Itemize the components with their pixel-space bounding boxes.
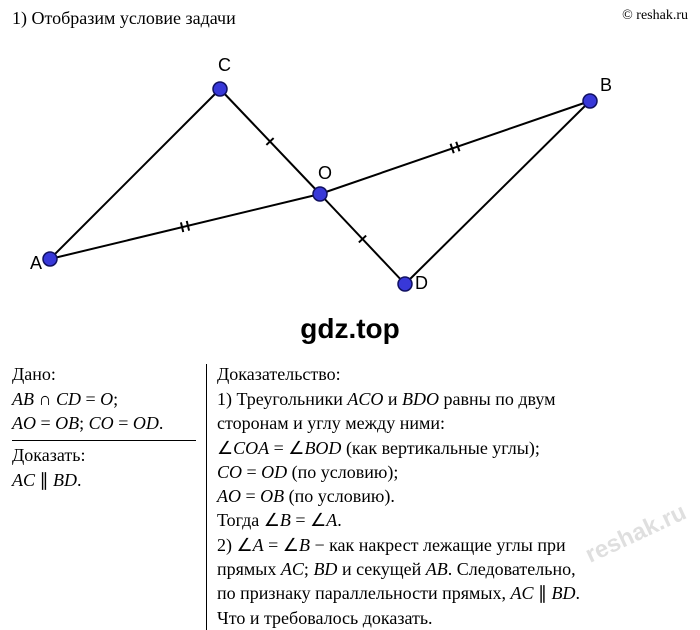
- proof-line: AO = OB (по условию).: [217, 484, 688, 508]
- svg-text:D: D: [415, 273, 428, 293]
- proof-line: прямых AC; BD и секущей AB. Следовательн…: [217, 557, 688, 581]
- proof-line: Что и требовалось доказать.: [217, 606, 688, 630]
- proof-line: ∠COA = ∠BOD (как вертикальные углы);: [217, 436, 688, 460]
- diagram-svg: A C O D B: [0, 29, 700, 334]
- given-title: Дано:: [12, 364, 196, 385]
- svg-text:C: C: [218, 55, 231, 75]
- proof-column: Доказательство: 1) Треугольники ACO и BD…: [207, 364, 688, 630]
- proof-line: по признаку параллельности прямых, AC ∥ …: [217, 581, 688, 605]
- proof-line: 1) Треугольники ACO и BDO равны по двум: [217, 387, 688, 411]
- divider: [12, 440, 196, 441]
- proof-line: 2) ∠A = ∠B − как накрест лежащие углы пр…: [217, 533, 688, 557]
- task-title: 1) Отобразим условие задачи: [12, 8, 236, 29]
- header: 1) Отобразим условие задачи © reshak.ru: [0, 0, 700, 29]
- proof-line: Тогда ∠B = ∠A.: [217, 508, 688, 532]
- toprove-line-1: AC ∥ BD.: [12, 468, 196, 492]
- geometry-diagram: A C O D B: [0, 29, 700, 334]
- svg-text:B: B: [600, 75, 612, 95]
- proof-line: CO = OD (по условию);: [217, 460, 688, 484]
- given-line-2: AO = OB; CO = OD.: [12, 411, 196, 435]
- given-column: Дано: AB ∩ CD = O; AO = OB; CO = OD. Док…: [12, 364, 207, 630]
- proof-title: Доказательство:: [217, 364, 688, 385]
- proof-table: Дано: AB ∩ CD = O; AO = OB; CO = OD. Док…: [0, 364, 700, 630]
- svg-text:A: A: [30, 253, 42, 273]
- given-line-1: AB ∩ CD = O;: [12, 387, 196, 411]
- copyright: © reshak.ru: [622, 8, 688, 24]
- svg-text:O: O: [318, 163, 332, 183]
- proof-line: сторонам и углу между ними:: [217, 411, 688, 435]
- toprove-title: Доказать:: [12, 445, 196, 466]
